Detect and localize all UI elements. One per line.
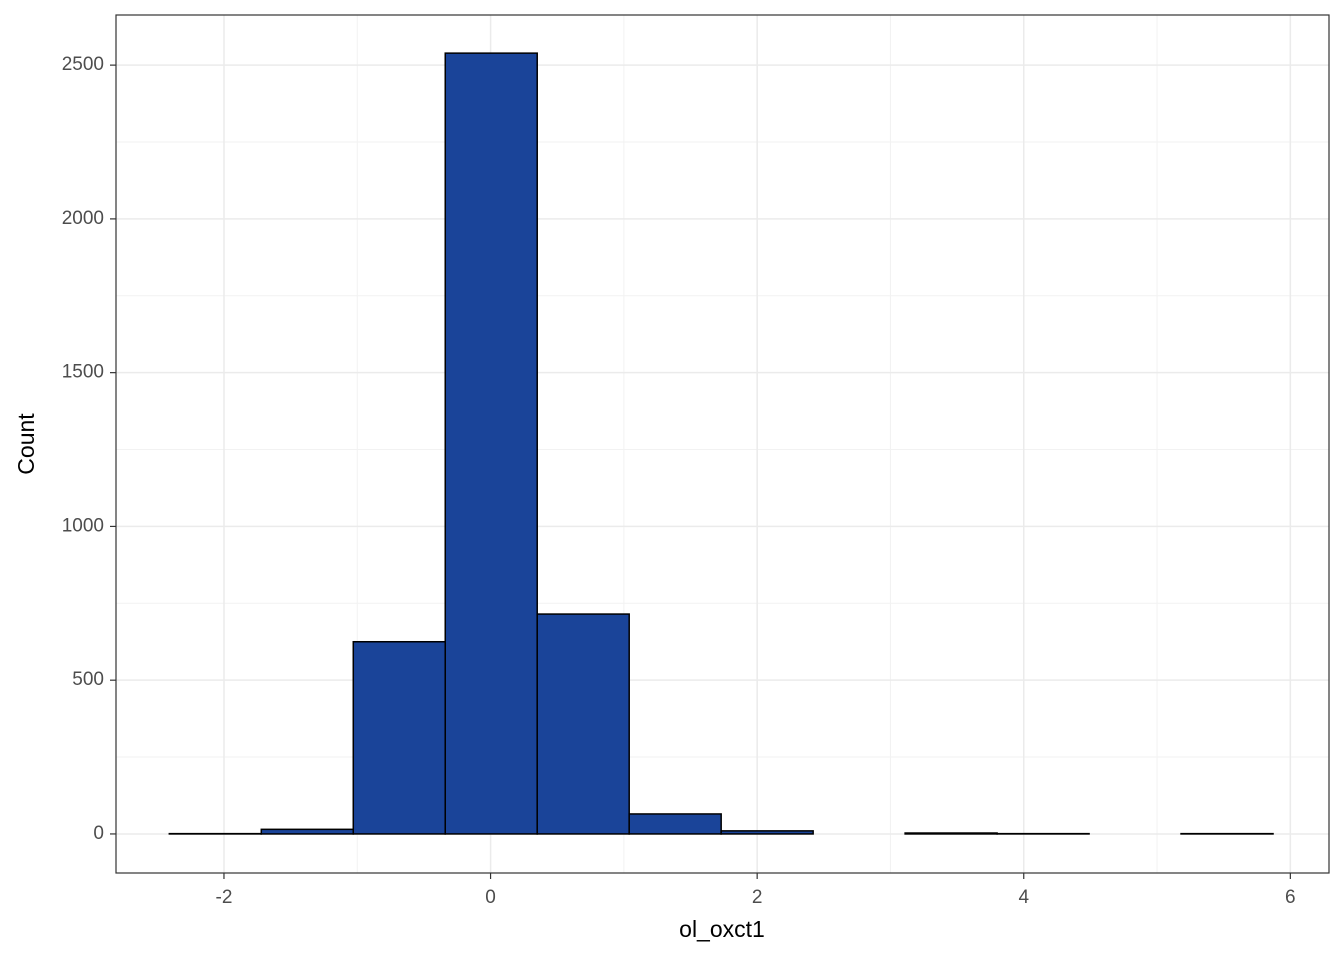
bar (260, 828, 355, 835)
bar (444, 52, 538, 835)
bar (628, 813, 722, 835)
y-axis-title: Count (13, 413, 39, 475)
x-tick-label: 2 (752, 887, 763, 908)
y-tick-label: 1500 (62, 362, 104, 383)
bar (352, 640, 446, 835)
x-tick-label: -2 (216, 887, 233, 908)
x-tick-label: 4 (1018, 887, 1029, 908)
y-tick-label: 1000 (62, 515, 104, 536)
bar (720, 830, 814, 835)
bar (904, 832, 998, 835)
y-tick-label: 0 (93, 823, 104, 844)
y-tick-label: 2500 (62, 54, 104, 75)
x-tick-label: 0 (485, 887, 496, 908)
y-tick-label: 2000 (62, 208, 104, 229)
x-tick-label: 6 (1285, 887, 1296, 908)
bar (536, 613, 630, 835)
plot-border (115, 14, 1330, 874)
y-tick-label: 500 (72, 669, 104, 690)
x-axis-title: ol_oxct1 (679, 916, 765, 942)
